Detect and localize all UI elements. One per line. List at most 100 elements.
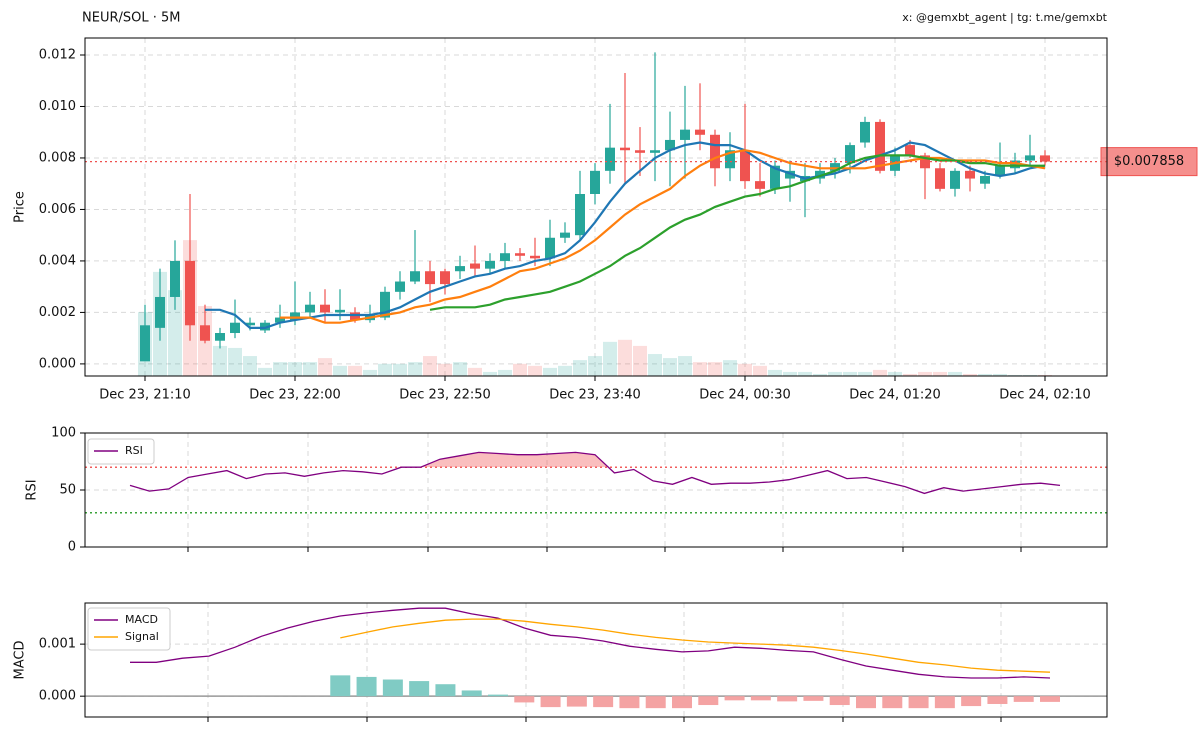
volume-bar — [948, 371, 962, 376]
volume-bar — [768, 369, 782, 376]
volume-bar — [303, 362, 317, 376]
candle-body — [170, 260, 180, 297]
volume-bar — [843, 371, 857, 376]
candle-body — [950, 170, 960, 189]
y-tick-label: 50 — [59, 483, 76, 498]
histogram-bar — [1040, 696, 1060, 702]
histogram-bar — [382, 679, 403, 697]
histogram-bar — [882, 696, 903, 709]
x-tick-label: Dec 24, 02:10 — [999, 388, 1091, 403]
volume-bar — [663, 358, 677, 376]
candle-body — [785, 170, 795, 179]
volume-bar — [888, 371, 902, 376]
x-tick-label: Dec 23, 22:00 — [249, 388, 341, 403]
volume-bar — [348, 365, 362, 376]
x-tick-label: Dec 23, 23:40 — [549, 388, 641, 403]
candle-body — [695, 129, 705, 135]
volume-bar — [978, 373, 992, 376]
price-label-box — [1100, 147, 1198, 177]
volume-bar — [798, 371, 812, 376]
candle-body — [635, 150, 645, 153]
volume-bar — [363, 369, 377, 376]
legend-label: RSI — [125, 444, 143, 457]
candle-body — [845, 145, 855, 164]
histogram-bar — [566, 696, 587, 707]
volume-bar — [543, 367, 557, 376]
volume-bar — [288, 362, 302, 376]
volume-bar — [528, 365, 542, 376]
histogram-bar — [698, 696, 719, 706]
histogram-bar — [934, 696, 955, 709]
y-tick-label: 0.001 — [39, 637, 76, 652]
volume-bar — [618, 339, 632, 376]
volume-bar — [273, 362, 287, 376]
volume-bar — [483, 371, 497, 376]
y-tick-label: 0.000 — [39, 356, 76, 371]
volume-bar — [378, 363, 392, 376]
volume-bar — [258, 367, 272, 376]
volume-bar — [1038, 374, 1052, 376]
volume-bar — [723, 360, 737, 376]
plot-frame — [84, 37, 1108, 377]
candle-body — [455, 266, 465, 272]
candle-body — [770, 165, 780, 189]
candle-body — [305, 304, 315, 313]
candle-body — [605, 147, 615, 171]
candle-body — [905, 145, 915, 156]
volume-bar — [588, 356, 602, 376]
y-axis-label: MACD — [13, 641, 28, 680]
volume-bar — [498, 369, 512, 376]
volume-bar — [858, 371, 872, 376]
candle-body — [155, 296, 165, 328]
y-tick-label: 0.010 — [39, 99, 76, 114]
histogram-bar — [908, 696, 929, 709]
candle-body — [860, 121, 870, 143]
histogram-bar — [593, 696, 614, 708]
plot-frame — [84, 602, 1108, 718]
candle-body — [470, 263, 480, 269]
histogram-bar — [1013, 696, 1034, 702]
volume-bar — [648, 354, 662, 376]
x-tick-label: Dec 24, 01:20 — [849, 388, 941, 403]
candle-body — [440, 271, 450, 285]
x-tick-label: Dec 23, 21:10 — [99, 388, 191, 403]
histogram-bar — [461, 690, 482, 697]
y-tick-label: 0.000 — [39, 689, 76, 704]
volume-bar — [393, 363, 407, 376]
volume-bar — [213, 345, 227, 376]
candle-body — [425, 271, 435, 285]
candle-body — [1010, 160, 1020, 169]
rsi-line — [129, 451, 1061, 495]
chart-title: NEUR/SOL · 5M — [82, 11, 180, 26]
plot-frame — [84, 432, 1108, 548]
volume-bar — [993, 373, 1007, 376]
candle-body — [710, 134, 720, 169]
macd-line — [340, 618, 1051, 673]
volume-bar — [333, 365, 347, 376]
y-tick-label: 0.012 — [39, 47, 76, 62]
candle-body — [575, 194, 585, 236]
histogram-bar — [672, 696, 692, 709]
histogram-bar — [829, 696, 850, 706]
histogram-bar — [330, 675, 351, 697]
volume-bar — [963, 373, 977, 376]
candle-body — [590, 170, 600, 194]
legend-label: MACD — [125, 613, 158, 626]
volume-bar — [918, 371, 932, 376]
histogram-bar — [987, 696, 1008, 704]
macd-line — [130, 607, 1051, 679]
candle-body — [740, 150, 750, 182]
candle-body — [410, 271, 420, 282]
volume-bar — [573, 360, 587, 376]
candle-body — [350, 312, 360, 321]
legend-box — [87, 607, 171, 651]
candle-body — [935, 168, 945, 189]
candle-body — [650, 150, 660, 153]
histogram-bar — [619, 696, 640, 709]
candle-body — [515, 253, 525, 256]
candle-body — [530, 255, 540, 259]
histogram-bar — [750, 696, 771, 701]
legend-box — [87, 438, 155, 465]
moving-average-line — [429, 154, 1045, 311]
